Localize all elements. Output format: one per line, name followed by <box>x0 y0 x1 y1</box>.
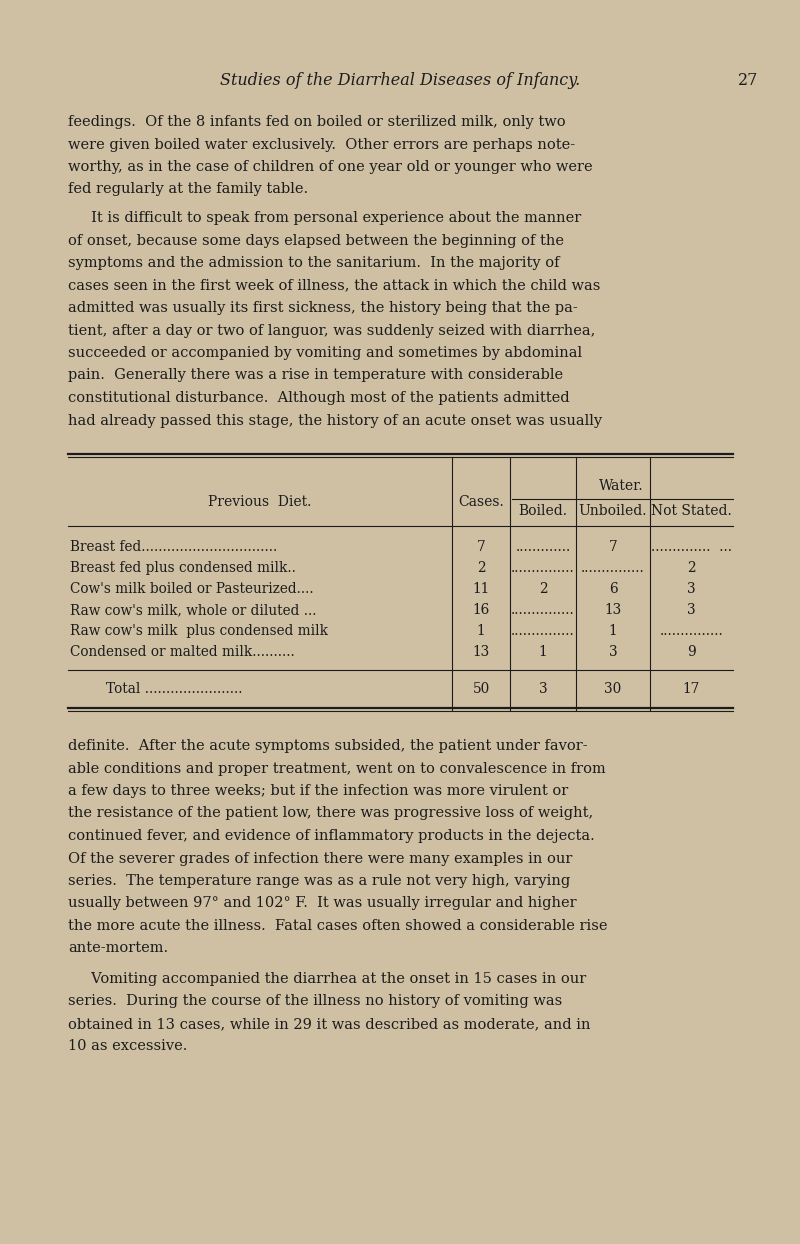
Text: ...............: ............... <box>511 624 575 638</box>
Text: 50: 50 <box>472 682 490 695</box>
Text: Cow's milk boiled or Pasteurized....: Cow's milk boiled or Pasteurized.... <box>70 582 314 596</box>
Text: obtained in 13 cases, while in 29 it was described as moderate, and in: obtained in 13 cases, while in 29 it was… <box>68 1018 590 1031</box>
Text: ante-mortem.: ante-mortem. <box>68 942 168 955</box>
Text: 1: 1 <box>538 644 547 659</box>
Text: 30: 30 <box>604 682 622 695</box>
Text: 13: 13 <box>604 603 622 617</box>
Text: 13: 13 <box>472 644 490 659</box>
Text: succeeded or accompanied by vomiting and sometimes by abdominal: succeeded or accompanied by vomiting and… <box>68 346 582 360</box>
Text: Previous  Diet.: Previous Diet. <box>208 495 312 509</box>
Text: feedings.  Of the 8 infants fed on boiled or sterilized milk, only two: feedings. Of the 8 infants fed on boiled… <box>68 114 566 129</box>
Text: 7: 7 <box>477 540 486 554</box>
Text: Studies of the Diarrheal Diseases of Infancy.: Studies of the Diarrheal Diseases of Inf… <box>220 72 580 90</box>
Text: Unboiled.: Unboiled. <box>578 504 647 518</box>
Text: worthy, as in the case of children of one year old or younger who were: worthy, as in the case of children of on… <box>68 160 593 174</box>
Text: Breast fed................................: Breast fed..............................… <box>70 540 278 554</box>
Text: 2: 2 <box>687 561 696 575</box>
Text: Breast fed plus condensed milk..: Breast fed plus condensed milk.. <box>70 561 296 575</box>
Text: able conditions and proper treatment, went on to convalescence in from: able conditions and proper treatment, we… <box>68 761 606 775</box>
Text: ...............: ............... <box>660 624 723 638</box>
Text: symptoms and the admission to the sanitarium.  In the majority of: symptoms and the admission to the sanita… <box>68 256 559 270</box>
Text: had already passed this stage, the history of an acute onset was usually: had already passed this stage, the histo… <box>68 413 602 428</box>
Text: Cases.: Cases. <box>458 495 504 509</box>
Text: Boiled.: Boiled. <box>518 504 567 518</box>
Text: tient, after a day or two of languor, was suddenly seized with diarrhea,: tient, after a day or two of languor, wa… <box>68 323 595 337</box>
Text: Not Stated.: Not Stated. <box>651 504 732 518</box>
Text: Vomiting accompanied the diarrhea at the onset in 15 cases in our: Vomiting accompanied the diarrhea at the… <box>68 972 586 986</box>
Text: continued fever, and evidence of inflammatory products in the dejecta.: continued fever, and evidence of inflamm… <box>68 829 594 843</box>
Text: 3: 3 <box>687 582 696 596</box>
Text: were given boiled water exclusively.  Other errors are perhaps note-: were given boiled water exclusively. Oth… <box>68 138 575 152</box>
Text: 17: 17 <box>683 682 700 695</box>
Text: cases seen in the first week of illness, the attack in which the child was: cases seen in the first week of illness,… <box>68 279 600 292</box>
Text: of onset, because some days elapsed between the beginning of the: of onset, because some days elapsed betw… <box>68 234 564 248</box>
Text: 3: 3 <box>609 644 618 659</box>
Text: 11: 11 <box>472 582 490 596</box>
Text: 27: 27 <box>738 72 758 90</box>
Text: series.  During the course of the illness no history of vomiting was: series. During the course of the illness… <box>68 994 562 1009</box>
Text: admitted was usually its first sickness, the history being that the pa-: admitted was usually its first sickness,… <box>68 301 578 315</box>
Text: the resistance of the patient low, there was progressive loss of weight,: the resistance of the patient low, there… <box>68 806 594 821</box>
Text: a few days to three weeks; but if the infection was more virulent or: a few days to three weeks; but if the in… <box>68 784 568 797</box>
Text: Water.: Water. <box>599 479 644 493</box>
Text: Raw cow's milk, whole or diluted ...: Raw cow's milk, whole or diluted ... <box>70 603 317 617</box>
Text: Raw cow's milk  plus condensed milk: Raw cow's milk plus condensed milk <box>70 624 328 638</box>
Text: It is difficult to speak from personal experience about the manner: It is difficult to speak from personal e… <box>68 211 582 225</box>
Text: ...............: ............... <box>511 603 575 617</box>
Text: .............: ............. <box>515 540 570 554</box>
Text: Of the severer grades of infection there were many examples in our: Of the severer grades of infection there… <box>68 851 572 866</box>
Text: series.  The temperature range was as a rule not very high, varying: series. The temperature range was as a r… <box>68 875 570 888</box>
Text: definite.  After the acute symptoms subsided, the patient under favor-: definite. After the acute symptoms subsi… <box>68 739 588 753</box>
Text: 2: 2 <box>477 561 486 575</box>
Text: pain.  Generally there was a rise in temperature with considerable: pain. Generally there was a rise in temp… <box>68 368 563 382</box>
Text: 10 as excessive.: 10 as excessive. <box>68 1040 187 1054</box>
Text: 1: 1 <box>609 624 618 638</box>
Text: ..............  ...: .............. ... <box>651 540 732 554</box>
Text: 6: 6 <box>609 582 618 596</box>
Text: 16: 16 <box>472 603 490 617</box>
Text: the more acute the illness.  Fatal cases often showed a considerable rise: the more acute the illness. Fatal cases … <box>68 919 607 933</box>
Text: Total .......................: Total ....................... <box>106 682 242 695</box>
Text: fed regularly at the family table.: fed regularly at the family table. <box>68 183 308 197</box>
Text: ...............: ............... <box>511 561 575 575</box>
Text: 3: 3 <box>687 603 696 617</box>
Text: 1: 1 <box>477 624 486 638</box>
Text: usually between 97° and 102° F.  It was usually irregular and higher: usually between 97° and 102° F. It was u… <box>68 897 577 911</box>
Text: ...............: ............... <box>581 561 645 575</box>
Text: 7: 7 <box>609 540 618 554</box>
Text: 3: 3 <box>538 682 547 695</box>
Text: 9: 9 <box>687 644 696 659</box>
Text: Condensed or malted milk..........: Condensed or malted milk.......... <box>70 644 294 659</box>
Text: 2: 2 <box>538 582 547 596</box>
Text: constitutional disturbance.  Although most of the patients admitted: constitutional disturbance. Although mos… <box>68 391 570 406</box>
